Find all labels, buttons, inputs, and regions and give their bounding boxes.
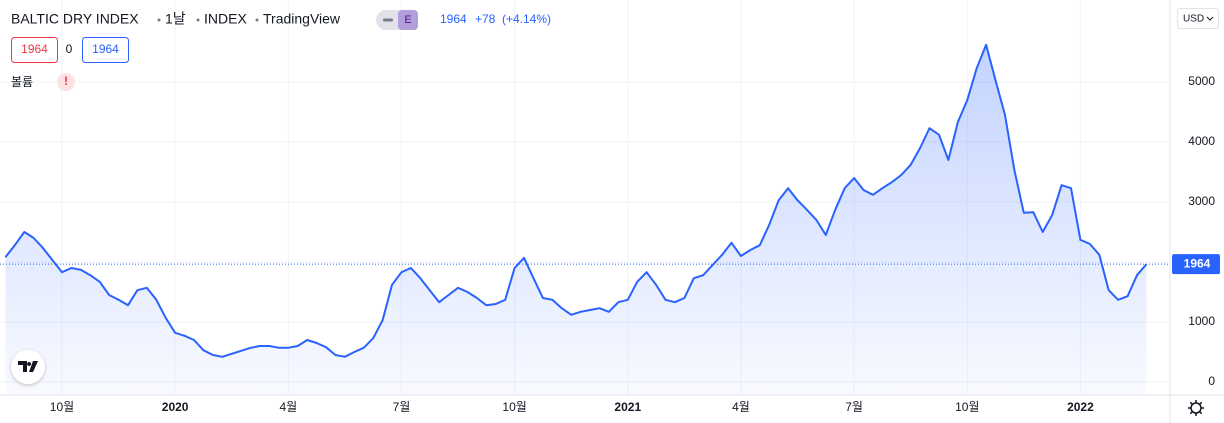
x-tick-label: 10월 xyxy=(955,400,979,414)
x-tick-label: 4월 xyxy=(279,400,297,414)
x-tick-label: 10월 xyxy=(50,400,74,414)
x-tick-label: 2020 xyxy=(162,400,189,414)
y-tick-label: 5000 xyxy=(1188,74,1215,88)
ask-box[interactable] xyxy=(82,37,129,63)
source: TradingView xyxy=(263,11,341,27)
currency: USD xyxy=(1183,14,1204,25)
price-line xyxy=(4,43,1148,358)
price-tag-label: 1964 xyxy=(1184,256,1211,270)
badge-bg[interactable] xyxy=(398,10,418,30)
bid-box[interactable] xyxy=(11,37,58,63)
x-tick-label: 7월 xyxy=(393,400,411,414)
bid: 1964 xyxy=(21,42,48,56)
y-tick-label: 1000 xyxy=(1188,314,1215,328)
badge: E xyxy=(404,14,411,26)
y-tick-label: 3000 xyxy=(1188,194,1215,208)
logo-circle xyxy=(11,350,45,384)
warning-bg[interactable] xyxy=(57,73,75,91)
y-tick-label: 4000 xyxy=(1188,134,1215,148)
currency-button[interactable] xyxy=(1177,8,1219,29)
x-tick-label: 7월 xyxy=(845,400,863,414)
price-tag xyxy=(1172,254,1220,275)
x-tick-label: 10월 xyxy=(502,400,526,414)
x-tick-label: 2022 xyxy=(1067,400,1094,414)
spread: 0 xyxy=(66,42,73,56)
separator xyxy=(196,18,200,22)
area-fill xyxy=(5,44,1147,396)
separator xyxy=(255,18,259,22)
change-pct: (+4.14%) xyxy=(502,12,551,26)
dropdown-arrow xyxy=(1206,16,1214,21)
ask: 1964 xyxy=(92,42,119,56)
change: +78 xyxy=(475,12,496,26)
y-tick-label: 0 xyxy=(1208,374,1215,388)
warning: ! xyxy=(64,74,68,88)
x-tick-label: 2021 xyxy=(614,400,641,414)
interval[interactable]: 1날 xyxy=(165,11,186,27)
exchange: INDEX xyxy=(204,11,247,27)
logo-mark xyxy=(18,361,38,372)
x-tick-label: 4월 xyxy=(732,400,750,414)
separator xyxy=(157,18,161,22)
symbol[interactable]: BALTIC DRY INDEX xyxy=(11,11,139,27)
volume-label[interactable]: 볼륨 xyxy=(11,75,33,89)
settings-gear[interactable] xyxy=(1188,400,1204,416)
gear-teeth xyxy=(1188,400,1204,416)
last-price: 1964 xyxy=(440,12,467,26)
logo[interactable] xyxy=(11,350,45,384)
toggle-icon xyxy=(383,18,393,22)
